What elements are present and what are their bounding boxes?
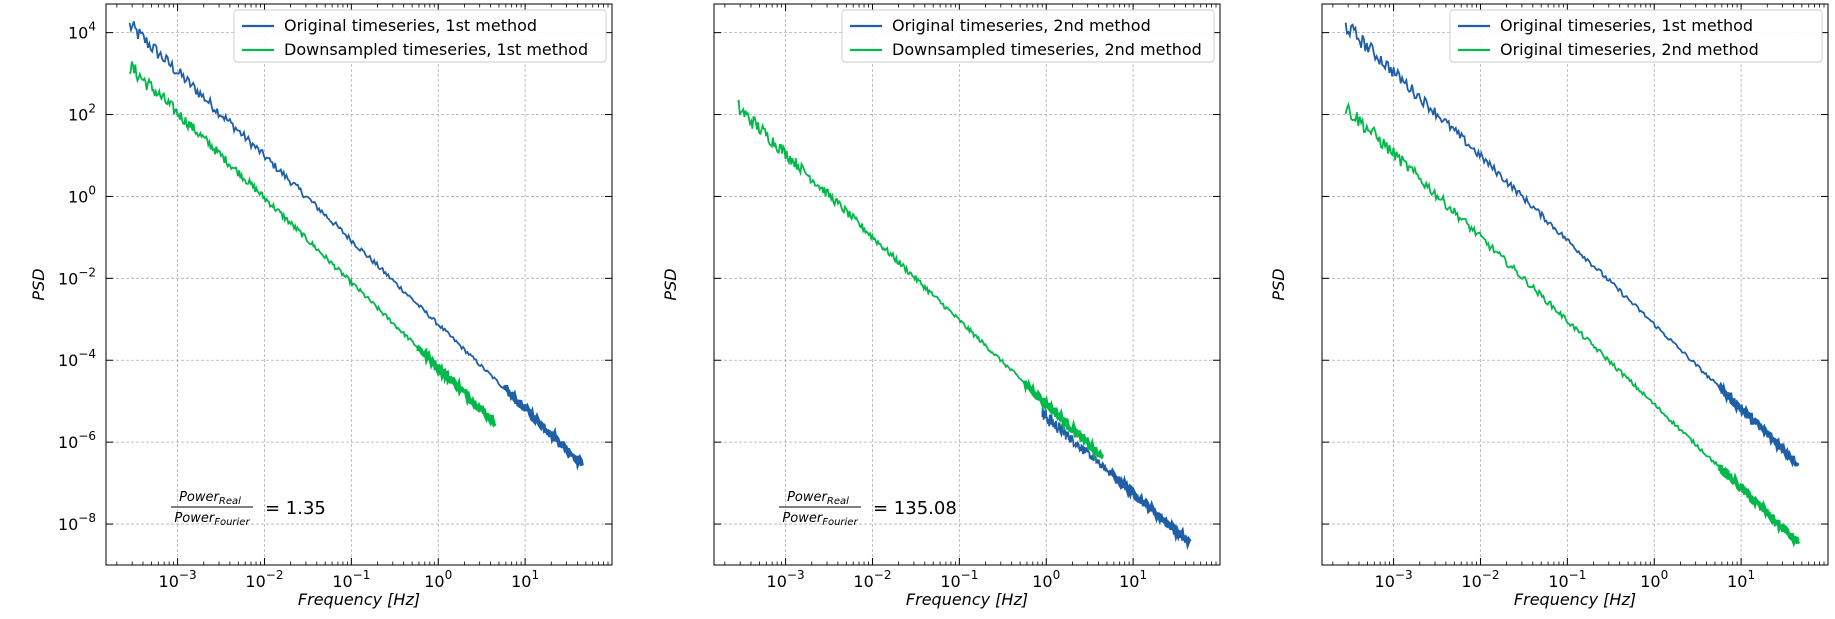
y-tick-label: 10−4	[58, 347, 96, 370]
legend-box	[841, 9, 1215, 63]
x-tick-label: 10−1	[940, 568, 978, 591]
chart-panel-2: 10−3 10−2 10−1 100 101 Frequency [Hz] PSD Origi…	[661, 3, 1221, 609]
x-tick-label: 10−2	[1461, 568, 1499, 591]
legend-label-1: Original timeseries, 1st method	[284, 16, 537, 35]
plot-frame	[1321, 3, 1829, 566]
series-tail-2	[1717, 464, 1800, 548]
legend: Original timeseries, 1st method Original …	[1449, 9, 1823, 63]
ratio-numerator: PowerReal	[179, 490, 241, 507]
legend: Original timeseries, 2nd method Downsampl…	[841, 9, 1215, 63]
chart-panel-3: 10−3 10−2 10−1 100 101 Frequency [Hz] PSD Origi…	[1269, 3, 1829, 609]
legend-box	[1449, 9, 1823, 63]
y-tick-label: 102	[68, 102, 96, 125]
x-tick-label: 100	[1032, 568, 1060, 591]
x-tick-label: 10−1	[1548, 568, 1586, 591]
x-tick-label: 101	[1727, 568, 1755, 591]
x-tick-label: 101	[511, 568, 539, 591]
legend-label-2: Downsampled timeseries, 1st method	[284, 40, 588, 59]
x-tick-label: 10−2	[853, 568, 891, 591]
ratio-denominator: PowerFourier	[782, 511, 858, 528]
x-tick-label: 10−3	[159, 568, 197, 591]
plot-frame	[105, 3, 613, 566]
x-axis-label: Frequency [Hz]	[906, 590, 1028, 609]
series-tail-1	[502, 384, 584, 471]
x-axis-label: Frequency [Hz]	[1514, 590, 1636, 609]
y-tick-label: 104	[68, 20, 96, 43]
x-tick-label: 100	[424, 568, 452, 591]
y-axis-label: PSD	[661, 268, 680, 300]
x-tick-label: 100	[1640, 568, 1668, 591]
x-tick-label: 10−1	[332, 568, 370, 591]
x-tick-label: 10−2	[245, 568, 283, 591]
y-tick-label: 10−2	[58, 265, 96, 288]
series-tail-2	[1022, 378, 1105, 461]
ratio-value: = 1.35	[265, 498, 326, 519]
x-tick-label: 10−3	[1375, 568, 1413, 591]
series-tail-1	[1109, 466, 1192, 551]
x-tick-label: 101	[1119, 568, 1147, 591]
ratio-value: = 135.08	[873, 498, 957, 519]
x-axis-label: Frequency [Hz]	[298, 590, 420, 609]
plot-frame	[713, 3, 1221, 566]
series-tail-2	[416, 344, 497, 428]
ratio-numerator: PowerReal	[787, 490, 849, 507]
ratio-annotation: PowerReal PowerFourier = 135.08	[779, 490, 957, 528]
legend-label-2: Original timeseries, 2nd method	[1500, 40, 1759, 59]
series-tail-1	[1717, 381, 1800, 468]
y-tick-label: 100	[68, 183, 96, 206]
legend-label-2: Downsampled timeseries, 2nd method	[892, 40, 1202, 59]
y-axis-label: PSD	[29, 268, 48, 300]
ratio-denominator: PowerFourier	[174, 511, 250, 528]
legend-box	[233, 9, 607, 63]
y-axis-label: PSD	[1269, 268, 1288, 300]
y-tick-label: 10−6	[58, 429, 96, 452]
legend-label-1: Original timeseries, 2nd method	[892, 16, 1151, 35]
legend-label-1: Original timeseries, 1st method	[1500, 16, 1753, 35]
legend: Original timeseries, 1st method Downsampl…	[233, 9, 607, 63]
y-tick-label: 10−8	[58, 511, 96, 534]
ratio-annotation: PowerReal PowerFourier = 1.35	[171, 490, 326, 528]
x-tick-label: 10−3	[767, 568, 805, 591]
chart-panel-1: 10−3 10−2 10−1 100 101 104 102 100 10−2 10−4 10−6 1…	[29, 3, 613, 609]
